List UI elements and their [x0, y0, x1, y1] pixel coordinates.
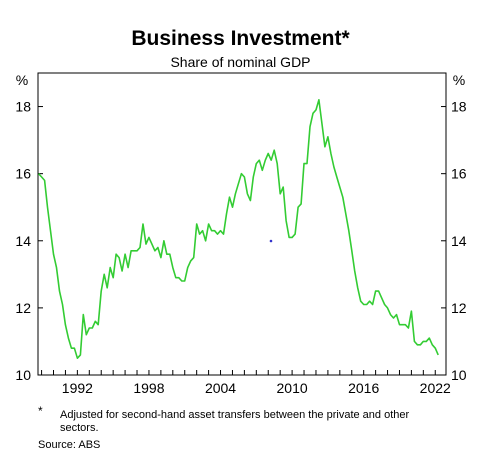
y-tick-label-right: 14: [451, 233, 467, 249]
x-tick-label: 2010: [277, 380, 308, 396]
footnote-text: Adjusted for second-hand asset transfers…: [60, 409, 410, 434]
y-tick-label-right: 18: [451, 99, 467, 115]
series-line: [38, 99, 439, 360]
x-tick-labels: 1992 1998 2004 2010 2016 2022: [62, 380, 451, 396]
y-tick-labels: 10 10 12 12 14 14 16 16 18 18: [15, 99, 466, 383]
y-tick-label-left: 12: [15, 300, 31, 316]
y-tick-label-left: 10: [15, 367, 31, 383]
footnote-marker: *: [38, 404, 43, 418]
axis-ticks: [38, 106, 446, 376]
x-tick-label: 1992: [62, 380, 93, 396]
y-axis-unit-left: %: [16, 72, 28, 88]
chart-title: Business Investment*: [131, 27, 350, 50]
y-tick-label-left: 16: [15, 166, 31, 182]
x-tick-label: 2016: [348, 380, 379, 396]
y-tick-label-right: 16: [451, 166, 467, 182]
y-tick-label-left: 18: [15, 99, 31, 115]
y-tick-label-right: 12: [451, 300, 467, 316]
chart-subtitle: Share of nominal GDP: [170, 54, 311, 70]
x-tick-label: 2004: [205, 380, 236, 396]
y-axis-unit-right: %: [453, 72, 465, 88]
y-tick-label-left: 14: [15, 233, 31, 249]
plot-area-frame: [37, 72, 447, 376]
x-tick-label: 1998: [133, 380, 164, 396]
stray-point-mark: [269, 239, 273, 243]
x-tick-label: 2022: [420, 380, 451, 396]
y-tick-label-right: 10: [451, 367, 467, 383]
source-text: Source: ABS: [38, 439, 101, 451]
